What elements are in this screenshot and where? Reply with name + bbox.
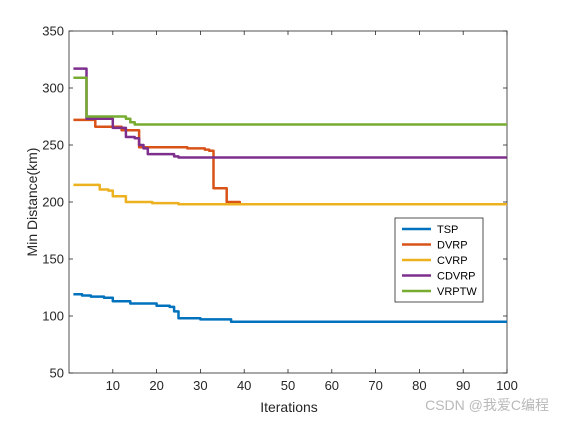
x-tick-label: 90 [456, 378, 470, 393]
legend-label-tsp: TSP [437, 224, 458, 236]
x-tick-label: 60 [325, 378, 339, 393]
y-tick-label: 100 [42, 309, 64, 324]
y-tick-label: 300 [42, 81, 64, 96]
y-tick-label: 50 [50, 366, 64, 381]
x-axis-label: Iterations [260, 399, 318, 415]
x-axis-ticks: 10 20 30 40 50 60 70 80 90 100 [106, 31, 518, 393]
series-line-tsp [73, 293, 507, 323]
x-tick-label: 50 [281, 378, 295, 393]
x-tick-label: 40 [237, 378, 251, 393]
x-tick-label: 70 [368, 378, 382, 393]
legend-label-cvrp: CVRP [437, 255, 468, 267]
y-axis-ticks: 50 100 150 200 250 300 350 [42, 24, 507, 381]
legend-label-vrptw: VRPTW [437, 286, 477, 298]
y-tick-label: 200 [42, 195, 64, 210]
x-tick-label: 80 [412, 378, 426, 393]
y-tick-label: 350 [42, 24, 64, 39]
series-line-vrptw [73, 76, 507, 126]
legend-label-dvrp: DVRP [437, 240, 468, 252]
series-line-cvrp [73, 183, 507, 206]
series-layer [73, 67, 507, 323]
watermark: CSDN @我爱C编程 [425, 397, 549, 413]
series-line-cdvrp [73, 67, 507, 159]
y-tick-label: 150 [42, 252, 64, 267]
legend: TSP DVRP CVRP CDVRP VRPTW [394, 217, 484, 303]
x-tick-label: 20 [149, 378, 163, 393]
y-axis-label: Min Distance(km) [24, 148, 40, 257]
y-tick-label: 250 [42, 138, 64, 153]
x-tick-label: 100 [496, 378, 518, 393]
legend-label-cdvrp: CDVRP [437, 271, 476, 283]
x-tick-label: 30 [193, 378, 207, 393]
x-tick-label: 10 [106, 378, 120, 393]
